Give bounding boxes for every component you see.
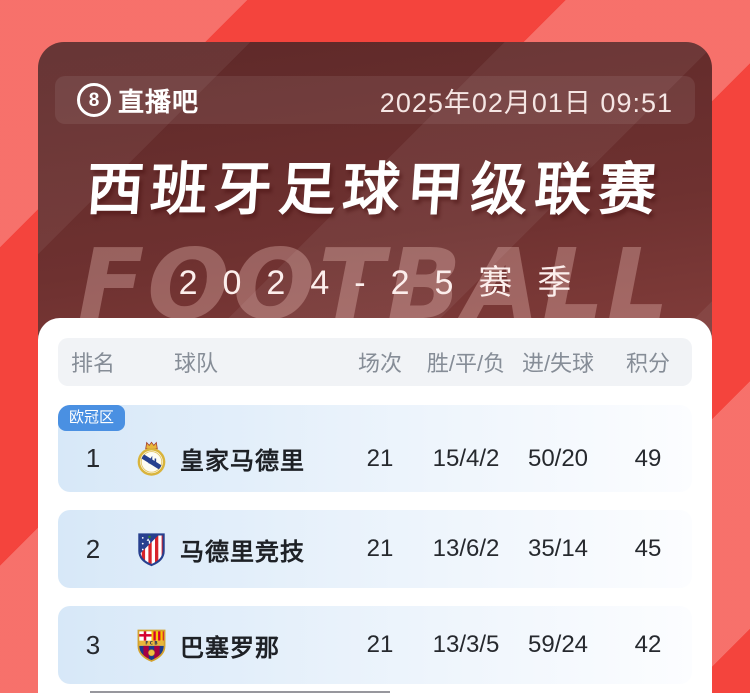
football-watermark: FOOTBALL: [78, 228, 672, 341]
wdl-cell: 13/3/5: [432, 631, 500, 658]
team-cell: F C B 巴塞罗那: [128, 628, 340, 663]
goals-cell: 59/24: [527, 631, 589, 658]
table-header-row: 排名 球队 场次 胜/平/负 进/失球 积分: [58, 338, 692, 386]
zhibo8-logo: 8 直播吧: [77, 82, 199, 119]
col-header-points: 积分: [625, 351, 670, 376]
col-header-wdl: 胜/平/负: [426, 351, 506, 376]
played-cell: 21: [366, 631, 394, 658]
atletico-madrid-crest-icon: [136, 532, 167, 567]
goals-cell: 50/20: [527, 444, 589, 472]
page-title: 西班牙足球甲级联赛: [84, 158, 665, 222]
team-cell: 皇家马德里: [128, 441, 340, 476]
points-cell: 42: [634, 631, 662, 658]
rank-cell: 1: [85, 443, 101, 473]
team-name: 皇家马德里: [180, 448, 305, 475]
team-name: 马德里竞技: [180, 538, 305, 566]
rank-cell: 3: [85, 629, 101, 660]
season-label: 2024-25赛季: [178, 264, 597, 302]
poster-card: FOOTBALL 8 直播吧 2025年02月01日 09:51 西班牙足球甲级…: [38, 42, 712, 693]
points-cell: 49: [634, 444, 662, 472]
table-row[interactable]: 欧冠区 1 皇家马德里 21 15/4/2 50/20 49: [58, 405, 692, 492]
played-cell: 21: [366, 535, 394, 562]
wdl-cell: 15/4/2: [432, 444, 500, 472]
col-header-goals: 进/失球: [521, 351, 595, 376]
wdl-cell: 13/6/2: [432, 535, 500, 562]
col-header-played: 场次: [357, 351, 402, 376]
points-cell: 45: [634, 535, 662, 562]
goals-cell: 35/14: [527, 535, 589, 562]
table-row[interactable]: 3 F C B 巴塞罗那 2: [58, 606, 692, 684]
standings-card: 排名 球队 场次 胜/平/负 进/失球 积分 欧冠区 1 皇家马德里 21 15…: [38, 318, 712, 693]
datetime-label: 2025年02月01日 09:51: [379, 87, 673, 118]
team-name: 巴塞罗那: [180, 634, 280, 662]
top-bar: 8 直播吧 2025年02月01日 09:51: [55, 76, 695, 124]
zhibo8-logo-icon: 8: [77, 83, 111, 117]
barcelona-crest-icon: F C B: [136, 628, 167, 663]
team-cell: 马德里竞技: [128, 532, 340, 567]
real-madrid-crest-icon: [136, 441, 167, 476]
col-header-rank: 排名: [70, 351, 115, 376]
next-row-peek: [90, 691, 390, 693]
table-row[interactable]: 2 马德里竞技 21 13/6/2 35/14 45: [58, 510, 692, 588]
svg-text:F C B: F C B: [145, 640, 157, 646]
zone-badge: 欧冠区: [58, 405, 126, 431]
table-body: 欧冠区 1 皇家马德里 21 15/4/2 50/20 49 2: [58, 405, 692, 684]
logo-text: 直播吧: [118, 86, 200, 117]
rank-cell: 2: [85, 533, 101, 564]
played-cell: 21: [366, 444, 394, 472]
col-header-team: 球队: [174, 351, 219, 376]
